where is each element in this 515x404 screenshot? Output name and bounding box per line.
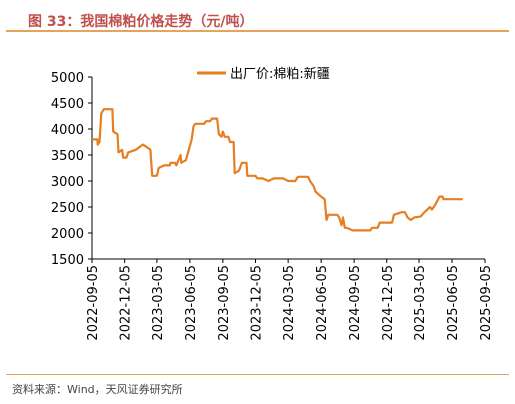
series-line: [92, 108, 463, 232]
y-tick-label: 5000: [51, 71, 84, 86]
figure-header: 图 33：我国棉粕价格走势（元/吨）: [6, 4, 509, 32]
x-tick-label: 2023-12-05: [250, 265, 265, 341]
x-tick-label: 2022-12-05: [119, 265, 134, 341]
y-tick-label: 3500: [51, 149, 84, 164]
source-divider: [6, 374, 509, 375]
source-note: 资料来源：Wind，天风证券研究所: [12, 383, 183, 396]
y-tick-label: 1500: [51, 253, 84, 268]
title-divider: [6, 30, 509, 32]
x-tick-label: 2024-06-05: [315, 265, 330, 341]
x-tick-label: 2024-03-05: [282, 265, 297, 341]
x-tick-label: 2024-12-05: [381, 265, 396, 341]
x-tick-label: 2025-09-05: [479, 265, 494, 341]
x-tick-label: 2023-06-05: [184, 265, 199, 341]
chart-axes: 1500 2000 2500 3000 3500 4000 4500 5000 2022-09-…: [51, 71, 494, 341]
figure-title: 图 33：我国棉粕价格走势（元/吨）: [28, 14, 254, 30]
legend-label: 出厂价:棉粕:新疆: [230, 66, 330, 82]
x-tick-label: 2024-09-05: [348, 265, 363, 341]
x-tick-label: 2025-06-05: [446, 265, 461, 341]
x-tick-label: 2025-03-05: [413, 265, 428, 341]
x-tick-label: 2023-09-05: [217, 265, 232, 341]
y-tick-label: 3000: [51, 175, 84, 190]
y-tick-label: 2000: [51, 227, 84, 242]
series-layer: [92, 108, 463, 232]
x-tick-label: 2022-09-05: [86, 265, 101, 341]
price-line-chart: 1500 2000 2500 3000 3500 4000 4500 5000 2022-09-…: [51, 66, 494, 341]
x-tick-label: 2023-03-05: [151, 265, 166, 341]
y-tick-label: 4500: [51, 97, 84, 112]
y-tick-label: 4000: [51, 123, 84, 138]
chart-legend: 出厂价:棉粕:新疆: [197, 66, 330, 82]
y-tick-label: 2500: [51, 201, 84, 216]
